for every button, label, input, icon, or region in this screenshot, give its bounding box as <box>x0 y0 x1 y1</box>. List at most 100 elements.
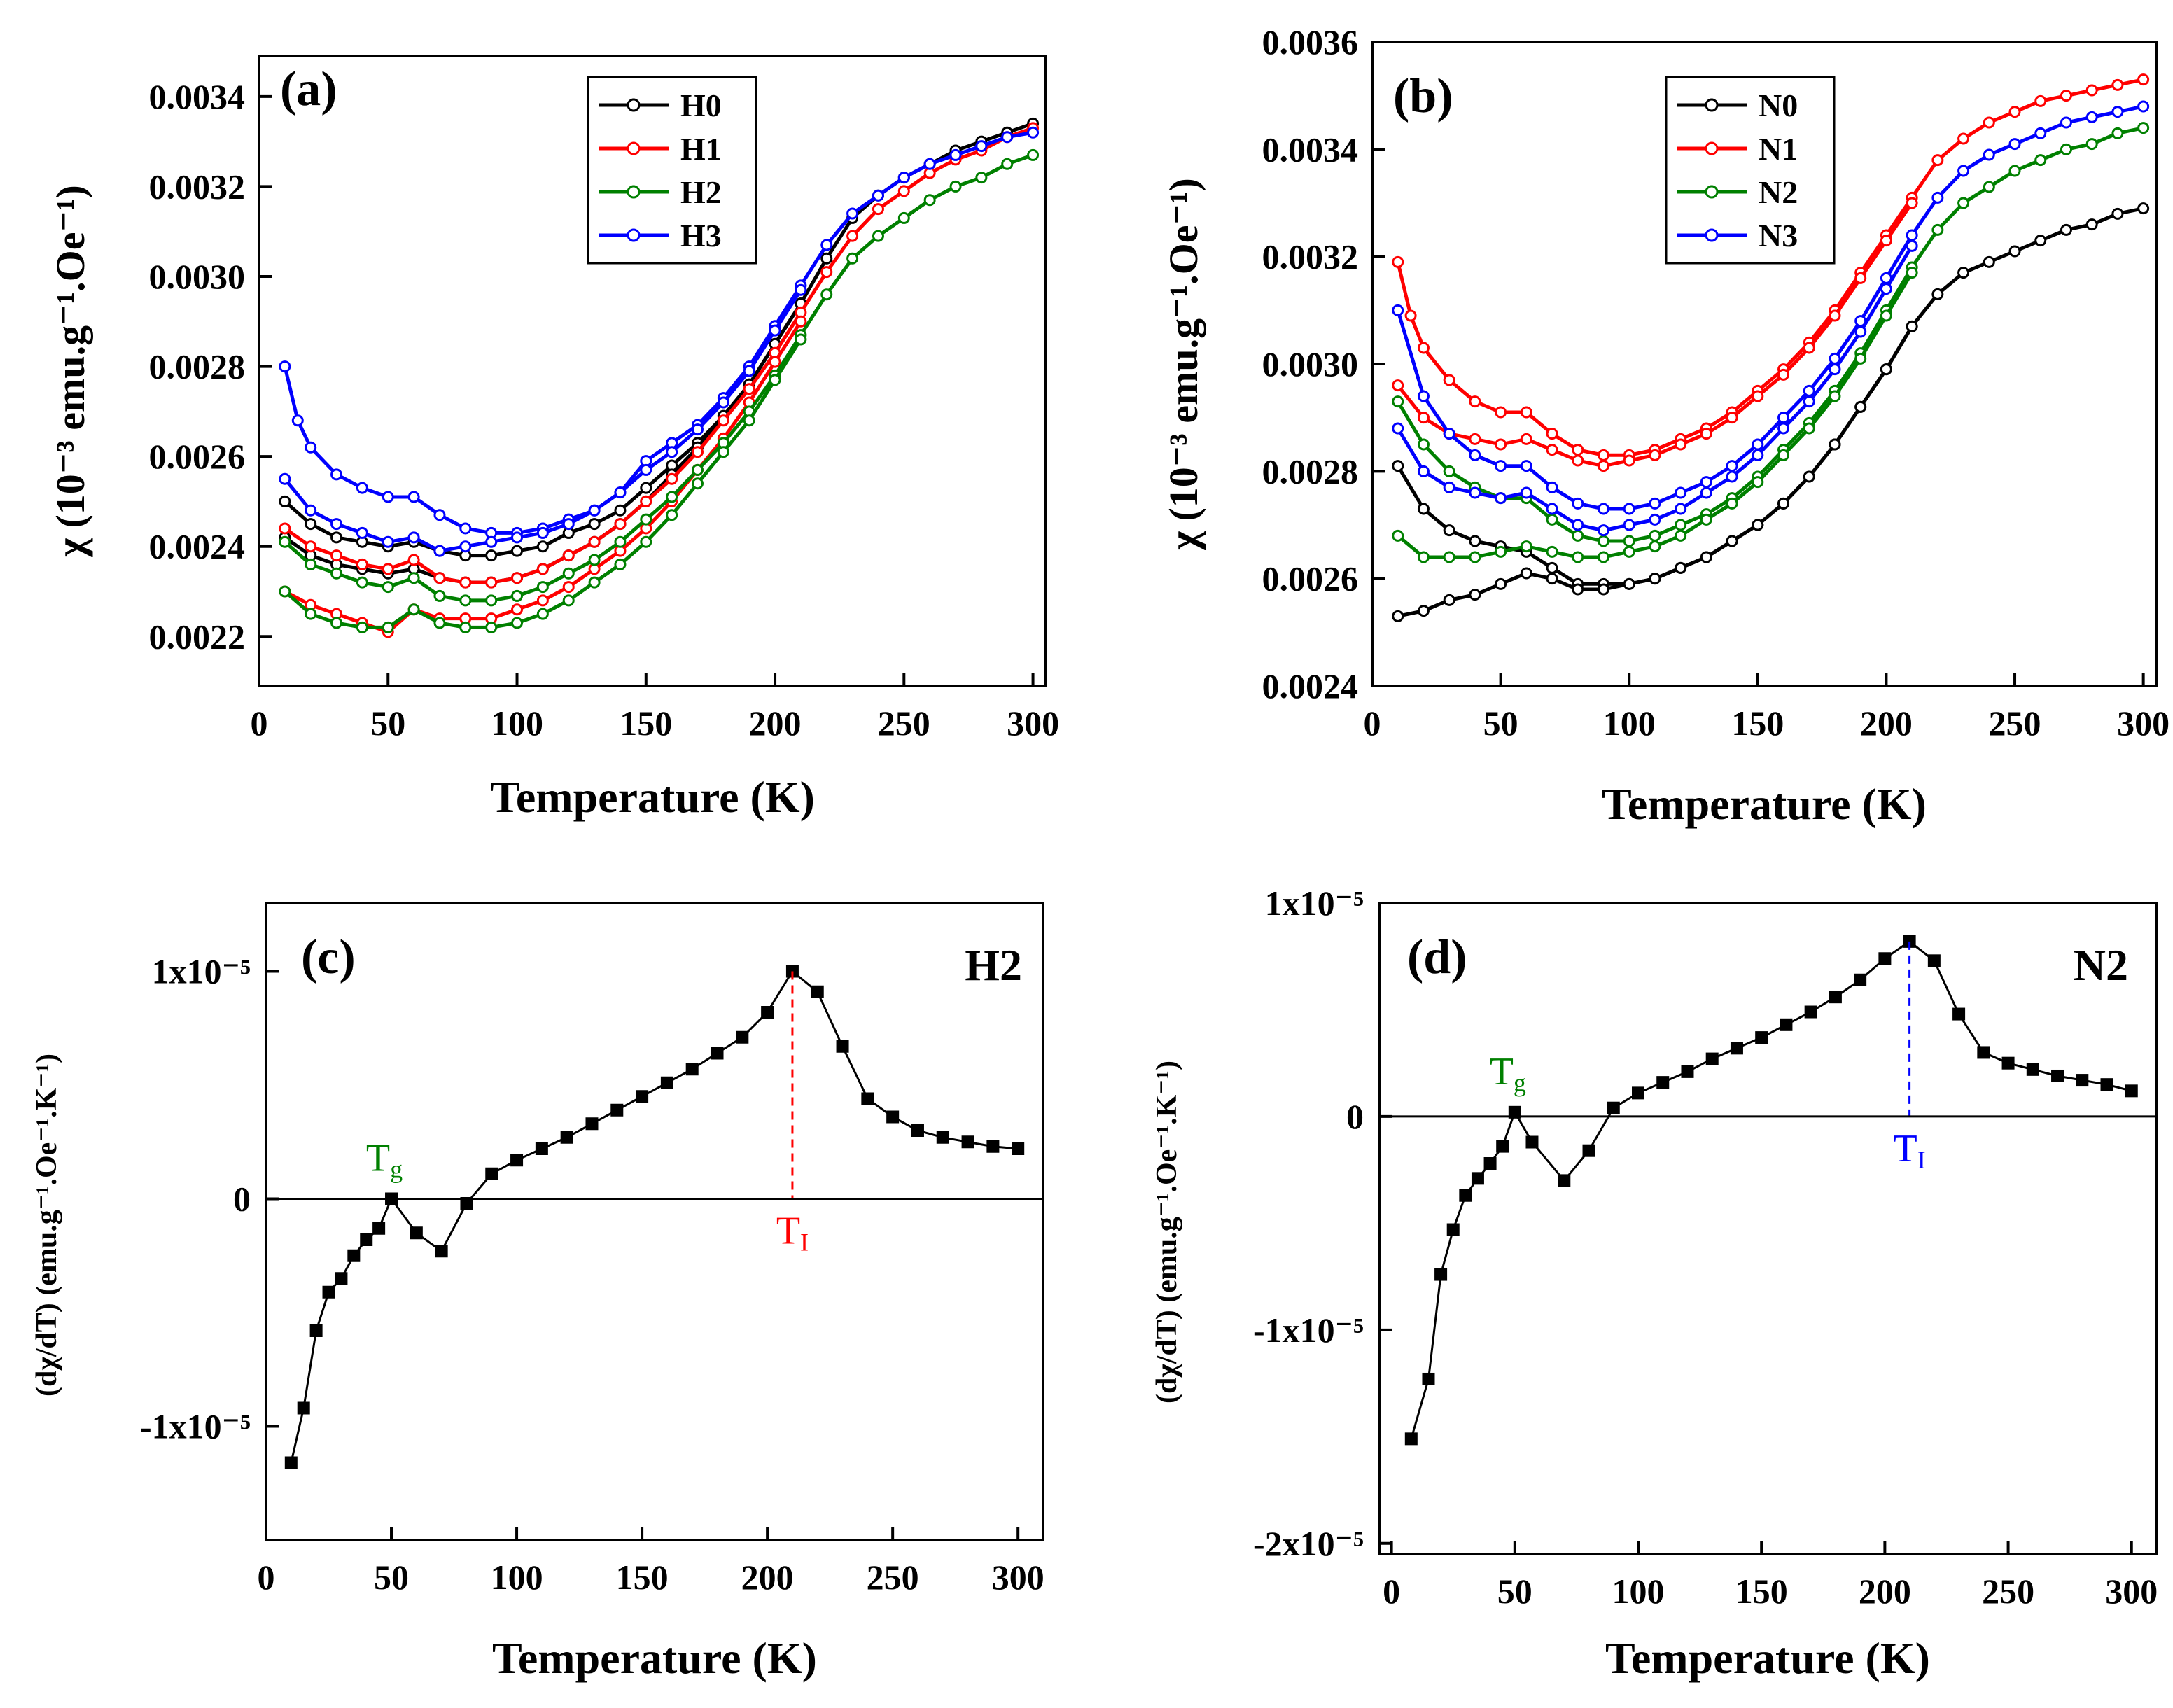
data-point-N3 <box>1443 428 1455 440</box>
data-point-H2 <box>279 536 291 548</box>
data-point-H2 <box>936 1130 949 1144</box>
data-point-H3 <box>588 504 601 517</box>
data-point-N3 <box>1700 486 1712 499</box>
data-point-H2 <box>1027 148 1040 161</box>
data-point-H3 <box>872 189 884 202</box>
y-tick-label-b: 0.0026 <box>1262 559 1359 598</box>
y-tick-label-a: 0.0026 <box>149 437 246 476</box>
data-point-N2 <box>1496 1140 1509 1153</box>
y-tick-label-a: 0.0024 <box>149 527 246 566</box>
legend-label-N2: N2 <box>1759 174 1798 210</box>
data-point-H1 <box>511 572 524 584</box>
data-point-N3 <box>1675 503 1687 515</box>
data-point-H3 <box>459 522 472 535</box>
y-tick-label-d: 1x10⁻⁵ <box>1265 883 1364 923</box>
data-point-N2 <box>1854 973 1867 986</box>
data-point-N2 <box>1483 1157 1497 1170</box>
legend-marker-N3 <box>1705 228 1719 242</box>
data-point-N2 <box>2060 143 2072 155</box>
data-point-N0 <box>1443 524 1455 537</box>
y-tick-label-d: -1x10⁻⁵ <box>1253 1310 1364 1350</box>
y-tick-label-b: 0.0028 <box>1262 451 1359 491</box>
data-point-N2 <box>1977 1046 1990 1059</box>
data-point-N1 <box>2034 94 2047 107</box>
data-point-N0 <box>1675 561 1687 574</box>
data-point-N3 <box>1906 229 1918 241</box>
data-point-H3 <box>614 486 627 499</box>
data-point-N2 <box>1446 1223 1460 1236</box>
data-point-H2 <box>811 985 824 998</box>
data-point-H3 <box>305 504 317 517</box>
data-point-H1 <box>743 383 755 396</box>
data-point-H2 <box>360 1233 373 1246</box>
data-point-H1 <box>717 414 729 427</box>
data-point-N2 <box>1546 513 1558 526</box>
data-point-N3 <box>1495 492 1507 505</box>
data-point-N2 <box>1392 396 1404 408</box>
data-point-N1 <box>1752 390 1764 402</box>
data-point-H2 <box>614 536 627 548</box>
data-point-N3 <box>2085 111 2098 123</box>
data-point-H1 <box>872 203 884 216</box>
data-point-H2 <box>717 446 729 458</box>
y-tick-label-d: -2x10⁻⁵ <box>1253 1524 1364 1563</box>
data-point-H1 <box>279 522 291 535</box>
data-point-H1 <box>795 315 807 328</box>
data-point-N2 <box>1404 1432 1418 1446</box>
data-point-H1 <box>666 472 678 485</box>
data-point-N1 <box>1726 412 1738 424</box>
legend-marker-H0 <box>627 98 641 112</box>
data-point-H3 <box>795 284 807 296</box>
data-point-H2 <box>588 576 601 589</box>
data-point-H3 <box>691 424 704 436</box>
data-point-N1 <box>1572 444 1584 456</box>
x-tick-label-d: 100 <box>1612 1572 1665 1611</box>
y-tick-label-b: 0.0036 <box>1262 22 1359 62</box>
data-point-N2 <box>1983 181 1995 193</box>
data-point-N2 <box>1777 449 1790 461</box>
y-axis-label-b: χ (10⁻³ emu.g⁻¹.Oe⁻¹) <box>1161 178 1206 551</box>
data-point-H3 <box>433 545 446 557</box>
data-point-N1 <box>1495 406 1507 419</box>
series-line-H2 <box>290 969 1019 1463</box>
data-point-N1 <box>1623 454 1635 467</box>
data-point-H3 <box>1001 131 1014 144</box>
data-point-H2 <box>636 1090 649 1103</box>
data-point-H2 <box>382 581 394 594</box>
data-point-H1 <box>562 581 575 594</box>
data-point-H2 <box>460 1197 473 1210</box>
data-point-N2 <box>1623 535 1635 547</box>
data-point-H1 <box>562 550 575 562</box>
data-point-N2 <box>2137 122 2150 134</box>
y-tick-label-d: 0 <box>1346 1097 1364 1136</box>
data-point-H2 <box>640 536 652 548</box>
data-point-H1 <box>330 550 343 562</box>
data-point-H3 <box>407 491 420 503</box>
data-point-N2 <box>1392 529 1404 542</box>
data-point-H1 <box>536 563 549 575</box>
data-point-N2 <box>1675 529 1687 542</box>
y-axis-label-d: (dχ/dT) (emu.g⁻¹.Oe⁻¹.K⁻¹) <box>1151 1060 1183 1404</box>
data-point-N1 <box>1880 234 1892 247</box>
x-tick-label-b: 150 <box>1731 704 1784 743</box>
legend-marker-N2 <box>1705 185 1719 199</box>
data-point-N3 <box>1957 164 1970 177</box>
data-point-N1 <box>2111 78 2124 91</box>
data-point-H3 <box>356 482 368 494</box>
legend-marker-H2 <box>627 185 641 199</box>
data-point-N2 <box>1582 1144 1595 1157</box>
data-point-N2 <box>2111 127 2124 139</box>
data-point-H2 <box>535 1142 548 1155</box>
data-point-H3 <box>1027 126 1040 139</box>
data-point-N1 <box>1520 406 1532 419</box>
data-point-H0 <box>536 540 549 553</box>
y-tick-label-a: 0.0022 <box>149 617 246 656</box>
data-point-H2 <box>536 608 549 620</box>
panel-label-b: (b) <box>1393 69 1453 123</box>
x-tick-label-d: 50 <box>1497 1572 1532 1611</box>
x-tick-label-b: 0 <box>1364 704 1381 743</box>
panel-label-a: (a) <box>280 62 337 116</box>
x-tick-label-c: 300 <box>992 1558 1044 1597</box>
data-point-N1 <box>1983 116 1995 129</box>
annotation-TI-c: TI <box>776 1210 809 1256</box>
